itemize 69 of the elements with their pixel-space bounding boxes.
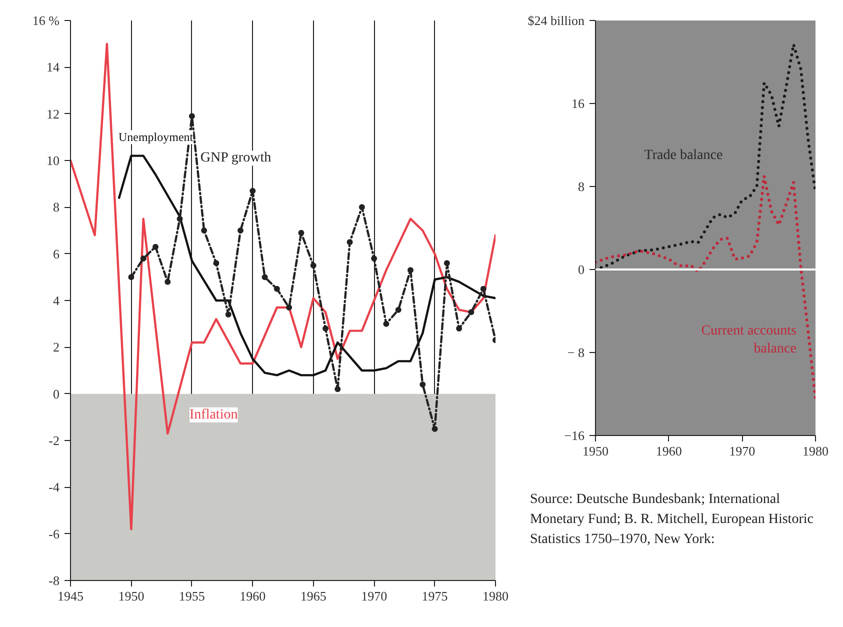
x-tick-label: 1980 [802,444,828,458]
point [420,382,426,388]
y-tick-label: 4 [53,293,60,308]
x-tick-label: 1950 [582,444,608,458]
point [322,326,328,332]
point [176,216,183,222]
point [383,320,390,327]
y-tick-label: 0 [578,262,584,277]
x-tick-label: 1965 [300,588,326,604]
point [298,230,304,236]
point [128,274,134,280]
y-tick-label: 10 [46,153,60,168]
point [225,312,232,318]
y-tick-label: 2 [53,340,60,355]
x-tick-label: 1980 [482,588,508,604]
y-tick-label: 8 [578,179,584,194]
line-series [70,42,496,530]
series-label: Inflation [190,407,238,422]
point [408,267,414,274]
point [371,256,378,262]
point [432,426,438,432]
series-label: Current accounts balance [701,324,796,357]
point [213,260,220,266]
point [152,244,158,250]
x-tick-label: 1945 [58,588,84,604]
point [310,262,316,268]
series-label: Unemployment [118,130,194,144]
series-label: GNP growth [200,150,272,166]
point [346,239,353,246]
x-tick-label: 1960 [656,444,682,458]
point [334,386,341,392]
point [250,188,256,194]
x-tick-label: 1955 [178,588,205,604]
y-tick-label: 8 [53,200,60,215]
x-tick-label: 1970 [361,588,388,604]
point [395,306,402,313]
point [164,278,171,285]
y-tick-label: 16 % [32,13,60,28]
point [468,309,474,316]
y-tick-label: − 8 [567,345,585,360]
y-tick-label: $24 billion [528,13,585,28]
y-tick-label: 14 [46,60,60,75]
y-tick-label: 6 [53,246,60,262]
y-tick-label: −16 [564,428,585,443]
line-series [596,174,816,401]
text: Trade balance [644,148,723,163]
y-tick-label: -2 [48,433,60,448]
y-tick-label: -8 [48,573,60,588]
point [358,204,365,210]
point [238,228,244,234]
point [274,286,280,292]
point [286,304,292,310]
y-tick-label: -6 [48,526,60,542]
point [480,286,486,292]
point [262,274,268,280]
point [188,113,195,120]
y-tick-label: 0 [53,386,60,402]
x-tick-label: 1950 [118,588,144,604]
source-note: Source: Deutsche Bundesbank; International Monetary Fund; B. R. Mitchell, European Historic Statistics 1750–1970, New York: [530,491,814,549]
y-tick-label: -4 [48,480,60,495]
point [456,326,462,332]
y-tick-label: 16 [572,96,585,111]
point [140,256,146,262]
x-tick-label: 1975 [422,588,448,604]
point [444,260,450,266]
point [201,228,208,234]
y-tick-label: 12 [46,106,60,122]
x-tick-label: 1960 [240,588,266,604]
x-tick-label: 1970 [729,444,756,458]
